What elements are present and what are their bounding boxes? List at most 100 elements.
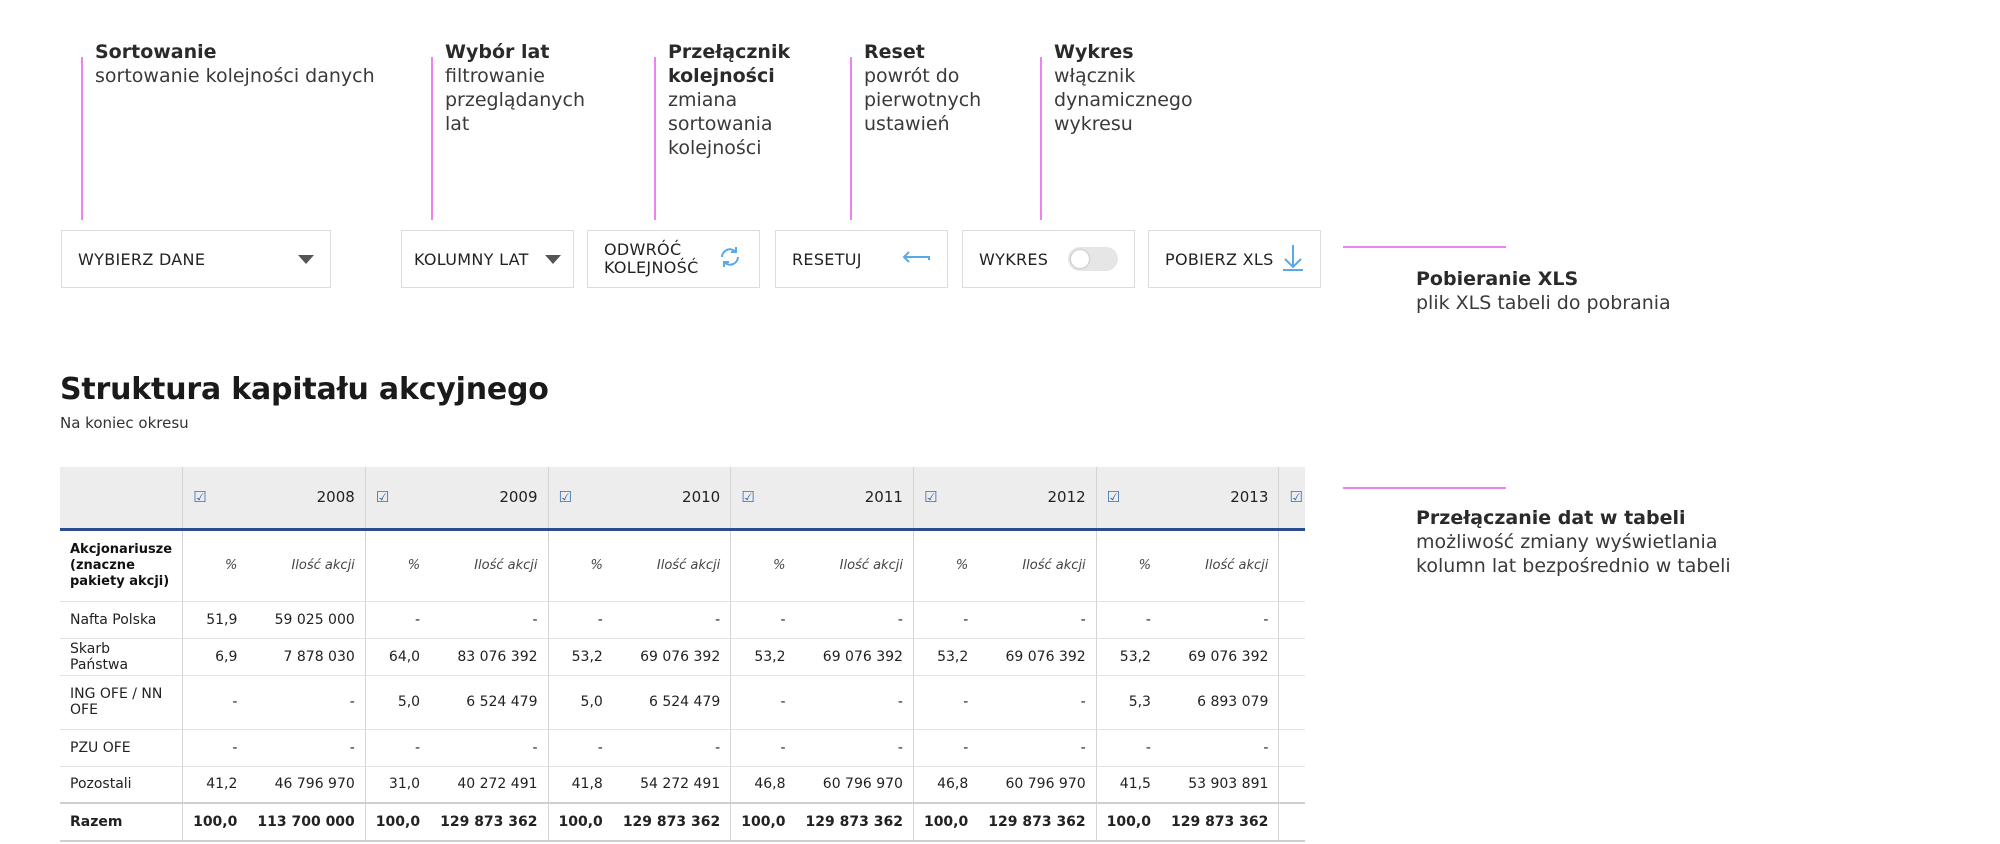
shares-cell: - [978,675,1097,730]
cell-value: 129 873 362 [805,814,903,830]
reset-label: RESETUJ [792,249,862,269]
percent-cell: - [548,729,613,767]
reset-button[interactable]: RESETUJ [775,230,948,288]
shares-header: Ilość akcji [978,529,1097,602]
percent-cell: - [365,729,431,767]
cell-value: 40 272 491 [457,776,538,793]
chevron-down-icon [545,254,561,264]
cell-value: 46,8 [754,776,786,793]
checkbox-icon[interactable]: ☑ [741,488,755,507]
cell-value: 69 076 392 [822,648,903,665]
shareholder-name: Pozostali [60,766,184,804]
chart-toggle-switch[interactable] [1068,247,1118,271]
percent-header: % [1096,529,1161,602]
percent-cell: 100,0 [730,802,796,842]
annotation-sort: Sortowanie sortowanie kolejności danych [95,40,395,88]
download-xls-label: POBIERZ XLS [1165,249,1274,269]
cell-value: 5,0 [397,694,421,710]
table-row: Skarb Państwa 6,9 7 878 030 64,0 83 076 392 5… [60,638,1305,676]
year-checkbox-cell[interactable]: ☑ [730,467,796,531]
percent-cell: - [548,601,613,639]
toggle-knob [1071,250,1089,268]
annotation-line-sort [81,57,83,220]
cell-value: 129 873 362 [622,814,721,830]
cell-value: 83 076 392 [457,648,538,665]
cell-value: 59 025 000 [274,611,355,628]
annotation-title: Wybór lat [445,41,550,63]
shares-cell: 60 796 970 [795,766,914,804]
checkbox-icon[interactable]: ☑ [193,488,207,507]
annotation-desc: włącznik dynamicznego wykresu [1054,65,1193,135]
year-header: 2011 [795,467,914,531]
cell-value: 69 076 392 [1005,648,1086,665]
checkbox-icon[interactable]: ☑ [1289,488,1303,507]
annotation-title: Przełączanie dat w tabeli [1416,507,1686,529]
annotation-years: Wybór lat filtrowanie przeglądanych lat [445,40,615,136]
shares-cell: 53 903 891 [1160,766,1280,804]
percent-header: % [913,529,979,602]
shares-cell: - [612,601,732,639]
percent-cell: 5,0 [365,675,431,730]
percent-cell: - [730,601,796,639]
cell-value: - [780,739,786,756]
shares-cell: 129 873 362 [1160,802,1280,842]
cell-value: 31,0 [388,776,421,793]
shares-cell: - [430,601,549,639]
download-xls-button[interactable]: POBIERZ XLS [1148,230,1321,288]
shares-cell: - [978,729,1097,767]
cell-value: - [1080,611,1086,628]
cell-value: 7 878 030 [283,648,355,665]
year-header: 2010 [612,467,732,531]
percent-cell: - [913,675,979,730]
shareholder-name: ING OFE / NN OFE [60,675,184,730]
shares-cell: - [1160,601,1280,639]
select-data-dropdown[interactable]: WYBIERZ DANE [61,230,331,288]
annotation-desc: plik XLS tabeli do pobrania [1416,292,1671,314]
cell-value: - [1145,739,1151,756]
year-checkbox-cell[interactable]: ☑ [365,467,431,531]
cell-value: 69 076 392 [640,648,721,665]
shares-cell: - [612,729,732,767]
shares-cell: 129 873 362 [795,802,914,842]
reverse-order-button[interactable]: ODWRÓĆ KOLEJNOŚĆ [587,230,760,288]
shares-header: Ilość akcji [1160,529,1280,602]
annotation-desc: filtrowanie przeglądanych lat [445,65,585,135]
checkbox-icon[interactable]: ☑ [923,488,938,507]
chart-toggle-control[interactable]: WYKRES [962,230,1135,288]
percent-header: % [548,529,613,602]
download-icon [1282,243,1304,275]
percent-header: % [365,529,431,602]
cell-value: 5,3 [1128,694,1151,710]
year-columns-dropdown[interactable]: KOLUMNY LAT [401,230,574,288]
checkbox-icon[interactable]: ☑ [558,488,572,507]
shares-cell: 46 796 970 [247,766,366,804]
year-checkbox-cell[interactable]: ☑ [1096,467,1161,531]
cell-value: 100,0 [558,814,603,830]
year-header: 2008 [247,467,366,531]
year-checkbox-cell[interactable]: ☑ [913,467,979,531]
table-total-row: Razem 100,0 113 700 000 100,0 129 873 362 100… [60,802,1305,842]
year-checkbox-cell[interactable]: ☑ [182,467,248,531]
checkbox-icon[interactable]: ☑ [375,488,390,507]
checkbox-icon[interactable]: ☑ [1106,488,1121,507]
cell-value: 100,0 [1106,814,1151,830]
capital-structure-table-viewport[interactable]: ☑2008☑2009☑2010☑2011☑2012☑2013☑2014☑20 A… [60,467,1305,844]
annotation-desc: zmiana sortowania kolejności [668,89,773,159]
cell-value: 41,8 [571,776,603,793]
shares-cell: - [247,675,366,730]
year-columns-label: KOLUMNY LAT [414,249,529,269]
cell-value: 53 903 891 [1188,776,1269,793]
annotation-line-xls [1343,246,1506,248]
shares-cell: 129 873 362 [978,802,1097,842]
year-checkbox-cell[interactable]: ☑2014 [1278,467,1305,531]
shares-cell: - [795,729,914,767]
cell-value: 100,0 [193,814,238,830]
shares-header: Ilość akcji [612,529,732,602]
cell-value: 41,5 [1119,776,1151,793]
year-checkbox-cell[interactable]: ☑ [548,467,613,531]
annotation-desc: sortowanie kolejności danych [95,65,375,87]
cell-value: - [349,694,355,710]
year-header: 2013 [1160,467,1280,531]
percent-cell: 100,0 [1278,802,1305,842]
cell-value: 64,0 [388,648,421,665]
